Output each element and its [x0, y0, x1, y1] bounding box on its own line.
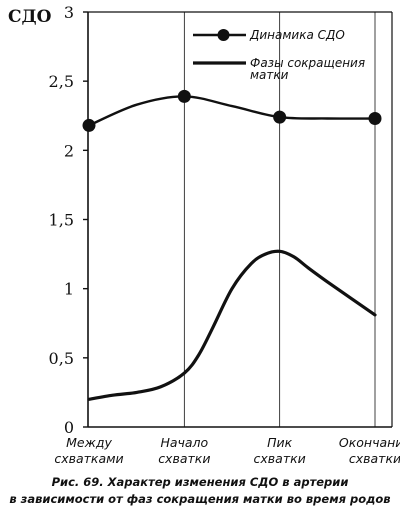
x-tick-label: Начало схватки — [158, 435, 210, 466]
axes — [83, 11, 393, 428]
caption-line-2: в зависимости от фаз сокращения матки во… — [9, 492, 391, 506]
legend-label-line: Динамика СДО — [249, 28, 345, 42]
legend-label-line: матки — [250, 68, 289, 82]
category-gridlines — [183, 12, 376, 427]
data-point-sdo — [368, 112, 382, 126]
x-tick-label-line: схватками — [54, 451, 123, 466]
y-tick-label: 0 — [64, 418, 74, 437]
y-tick-label: 1 — [64, 280, 74, 299]
x-tick-label: Окончаниесхватки — [339, 435, 400, 466]
data-point-sdo — [177, 89, 191, 103]
data-point-sdo — [82, 118, 96, 132]
x-tick-label-line: Окончание — [339, 435, 400, 450]
series-line-sdo — [87, 95, 377, 127]
x-tick-label-line: Пик — [267, 435, 293, 450]
legend: Динамика СДО Фазы сокращения матки — [193, 28, 365, 82]
figure-caption: Рис. 69. Характер изменения СДО в артери… — [0, 474, 400, 508]
series-line-phases — [87, 249, 377, 401]
series-group — [82, 89, 382, 401]
legend-label-sdo: Динамика СДО — [249, 28, 345, 42]
y-axis-label: СДО — [8, 7, 52, 27]
y-tick-label: 2,5 — [49, 72, 74, 91]
y-tick-label: 2 — [64, 141, 74, 160]
caption-line-1: Рис. 69. Характер изменения СДО в артери… — [51, 475, 349, 489]
y-tick-label: 0,5 — [49, 349, 74, 368]
data-point-sdo — [273, 110, 287, 124]
x-tick-label-line: Начало — [160, 435, 208, 450]
legend-label-phases: Фазы сокращения матки — [250, 56, 365, 82]
x-tick-label-line: схватки — [254, 451, 306, 466]
x-tick-label-line: схватки — [349, 451, 400, 466]
legend-label-line: Фазы сокращения — [250, 56, 365, 70]
y-tick-label: 3 — [64, 3, 74, 22]
y-tick-labels: 0 0,5 1 1,5 2 2,5 3 — [49, 3, 74, 437]
y-tick-label: 1,5 — [49, 211, 74, 230]
x-tick-label-line: схватки — [158, 451, 210, 466]
x-tick-label: Пик схватки — [254, 435, 306, 466]
x-tick-label: Между схватками — [54, 435, 123, 466]
x-tick-label-line: Между — [66, 435, 112, 450]
legend-marker-sdo — [217, 29, 230, 41]
